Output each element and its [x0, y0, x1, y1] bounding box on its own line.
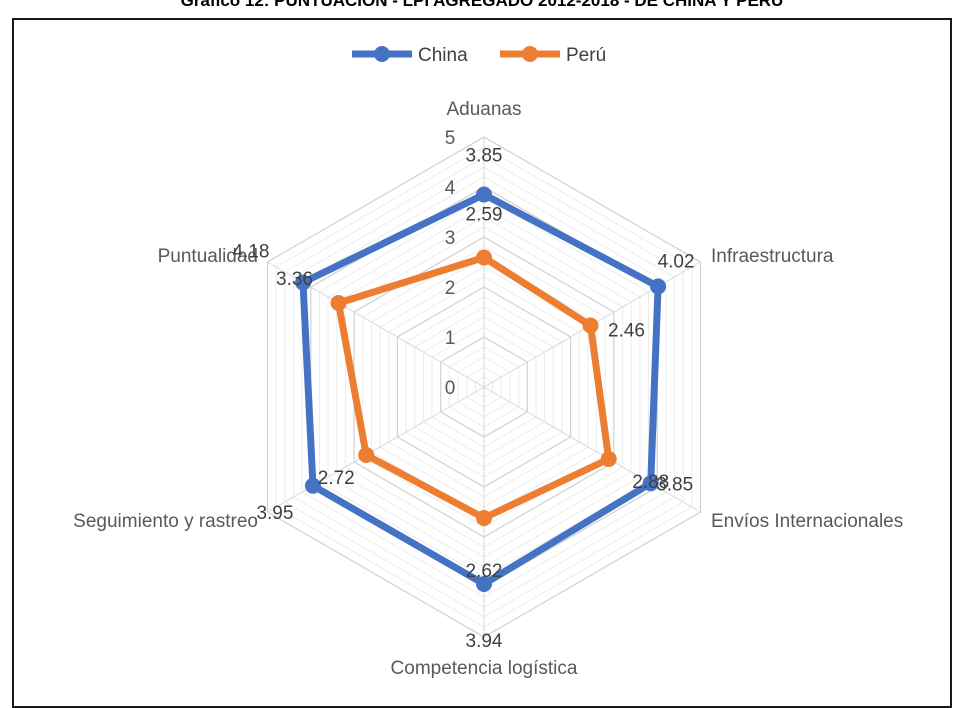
legend-item-perú: Perú	[500, 45, 606, 66]
data-labels: 3.85 4.02 3.85 3.94 3.95 4.18 2.59 2.46 2.88 2.62…	[233, 146, 695, 653]
data-label-china: 3.95	[256, 503, 293, 524]
data-point-china	[304, 477, 321, 494]
tick-label: 0	[445, 378, 456, 399]
series-layer	[295, 186, 667, 592]
data-label-perú: 2.88	[632, 472, 669, 493]
data-point-china	[650, 278, 667, 295]
category-label: Competencia logística	[391, 658, 578, 679]
data-label-perú: 2.62	[466, 561, 503, 582]
tick-label: 1	[445, 328, 456, 349]
legend-marker	[374, 46, 390, 62]
data-label-perú: 2.72	[318, 468, 355, 489]
data-point-china	[295, 274, 312, 291]
data-label-china: 3.85	[466, 146, 503, 167]
data-label-china: 4.18	[233, 242, 270, 263]
grid-spoke	[267, 386, 485, 513]
data-point-perú	[600, 451, 617, 467]
category-label: Seguimiento y rastreo	[73, 511, 258, 532]
legend: China Perú	[352, 45, 606, 66]
data-label-china: 3.94	[466, 631, 503, 652]
data-label-perú: 2.59	[466, 205, 503, 226]
tick-labels: 0 1 2 3 4 5	[445, 128, 456, 399]
legend-label: Perú	[566, 45, 606, 66]
tick-label: 5	[445, 128, 456, 149]
category-label: Aduanas	[446, 99, 521, 120]
series-line-perú	[335, 254, 613, 522]
legend-marker	[522, 46, 538, 62]
data-point-perú	[330, 295, 347, 311]
data-label-perú: 3.36	[276, 269, 313, 290]
category-labels: Aduanas Infraestructura Envíos Internacion…	[73, 99, 903, 679]
grid-spoke	[483, 386, 701, 513]
data-point-perú	[476, 510, 492, 526]
chart-frame	[12, 18, 952, 708]
data-label-china: 3.85	[656, 474, 693, 495]
data-point-china	[476, 576, 492, 592]
tick-label: 2	[445, 278, 456, 299]
category-label: Envíos Internacionales	[711, 511, 903, 532]
legend-item-china: China	[352, 45, 468, 66]
data-point-china	[476, 186, 492, 203]
data-label-china: 4.02	[658, 252, 695, 273]
category-label: Infraestructura	[711, 246, 834, 267]
chart-title: Gráfico 12: PUNTUACIÓN - LPI AGREGADO 20…	[180, 0, 784, 10]
data-point-perú	[476, 249, 492, 266]
category-label: Puntualidad	[158, 246, 258, 267]
data-point-perú	[582, 317, 599, 334]
tick-label: 4	[445, 178, 456, 199]
legend-label: China	[418, 45, 468, 66]
data-point-china	[642, 475, 659, 492]
data-point-perú	[358, 447, 375, 463]
tick-label: 3	[445, 228, 456, 249]
data-label-perú: 2.46	[608, 321, 645, 342]
